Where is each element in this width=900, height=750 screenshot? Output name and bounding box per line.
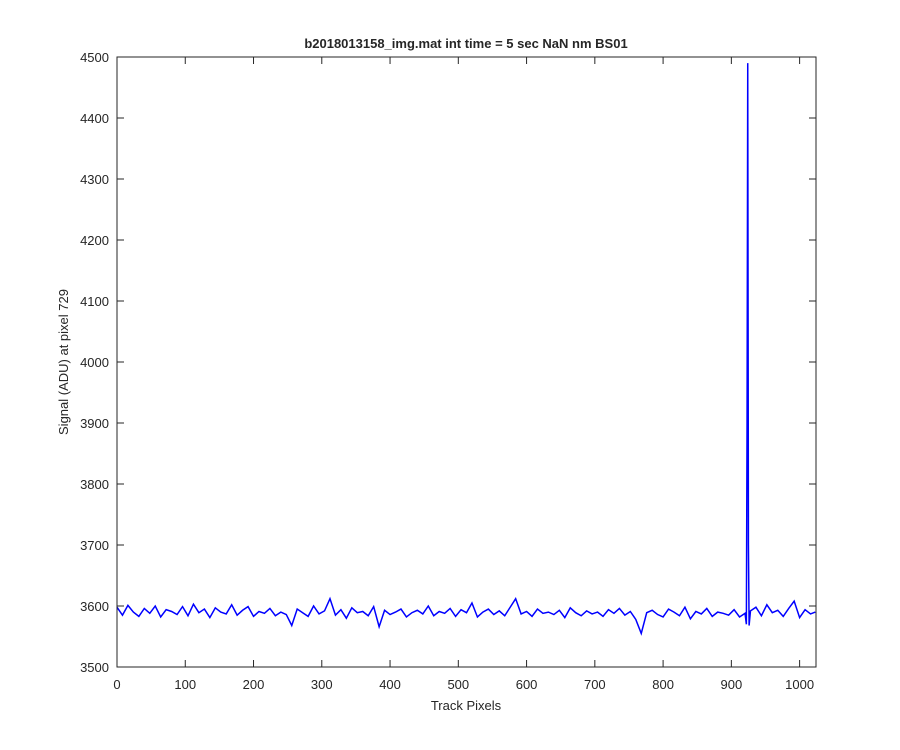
x-tick-label: 0 [113,677,120,692]
plot-frame [116,56,817,668]
x-tick-label: 400 [379,677,401,692]
x-tick-label: 200 [243,677,265,692]
x-tick-label: 500 [447,677,469,692]
x-tick-label: 600 [516,677,538,692]
x-axis-label: Track Pixels [431,698,502,713]
x-tick-label: 100 [174,677,196,692]
y-tick-label: 4500 [80,50,109,65]
y-tick-label: 3900 [80,416,109,431]
data-line [116,63,816,636]
x-tick-label: 300 [311,677,333,692]
x-tick-label: 900 [721,677,743,692]
y-tick-label: 3600 [80,599,109,614]
x-tick-label: 700 [584,677,606,692]
y-tick-label: 3800 [80,477,109,492]
y-tick-label: 4100 [80,294,109,309]
x-tick-label: 800 [652,677,674,692]
y-tick-label: 4400 [80,111,109,126]
y-tick-label: 3700 [80,538,109,553]
y-tick-label: 4000 [80,355,109,370]
y-tick-label: 4300 [80,172,109,187]
x-tick-label: 1000 [785,677,814,692]
y-tick-label: 4200 [80,233,109,248]
y-axis-label: Signal (ADU) at pixel 729 [56,289,71,435]
y-tick-label: 3500 [80,660,109,675]
chart-title: b2018013158_img.mat int time = 5 sec NaN… [304,36,627,51]
